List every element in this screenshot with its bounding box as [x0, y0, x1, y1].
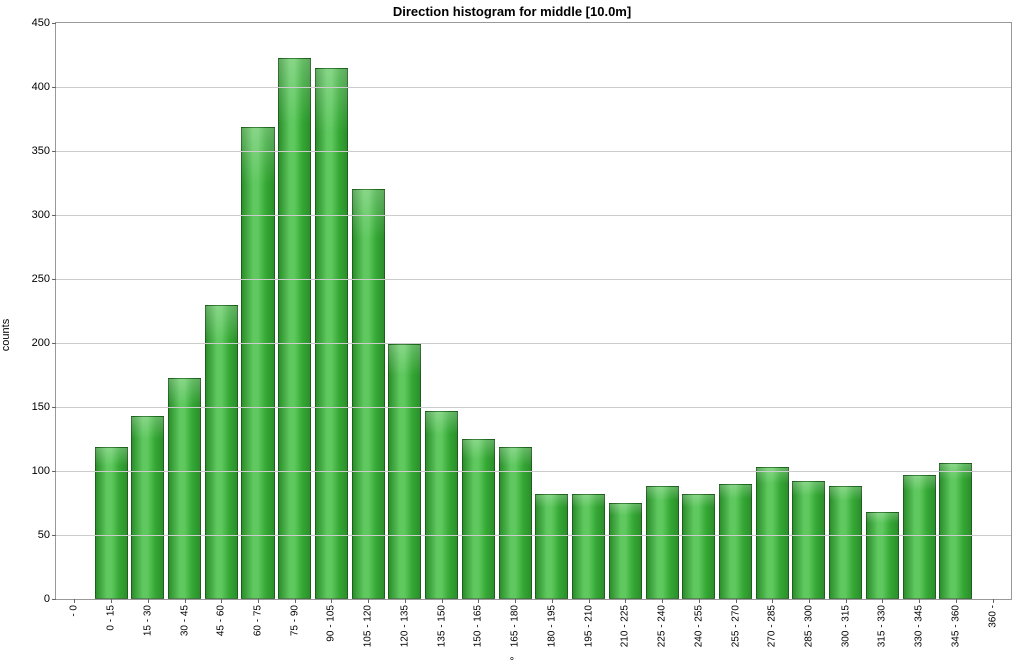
- x-tick-label: 210 - 225: [620, 605, 631, 647]
- x-tick-label: 60 - 75: [253, 605, 264, 636]
- x-tick-label: 135 - 150: [436, 605, 447, 647]
- bar: [535, 494, 568, 599]
- x-tick-mark: [74, 599, 75, 603]
- plot-area: 050100150200250300350400450 - 00 - 1515 …: [55, 22, 1012, 600]
- x-tick-mark: [699, 599, 700, 603]
- x-tick-mark: [221, 599, 222, 603]
- x-tick-label: 15 - 30: [142, 605, 153, 636]
- x-tick-label: 240 - 255: [693, 605, 704, 647]
- x-tick-label: 225 - 240: [657, 605, 668, 647]
- x-tick-mark: [552, 599, 553, 603]
- x-tick-label: 360 -: [987, 605, 998, 628]
- bar: [646, 486, 679, 599]
- x-tick-label: 75 - 90: [289, 605, 300, 636]
- x-tick-mark: [295, 599, 296, 603]
- x-tick-label: 180 - 195: [546, 605, 557, 647]
- x-tick-mark: [515, 599, 516, 603]
- bar: [168, 378, 201, 599]
- x-tick-mark: [405, 599, 406, 603]
- bar: [278, 58, 311, 599]
- x-tick-mark: [993, 599, 994, 603]
- bar: [352, 189, 385, 599]
- x-tick-label: 270 - 285: [767, 605, 778, 647]
- x-tick-mark: [662, 599, 663, 603]
- y-tick-mark: [52, 343, 56, 344]
- grid-line: [56, 215, 1011, 216]
- grid-line: [56, 535, 1011, 536]
- x-tick-mark: [258, 599, 259, 603]
- bar: [609, 503, 642, 599]
- bar: [682, 494, 715, 599]
- x-tick-label: 195 - 210: [583, 605, 594, 647]
- bar: [95, 447, 128, 599]
- grid-line: [56, 343, 1011, 344]
- x-tick-mark: [809, 599, 810, 603]
- x-axis-label: °: [0, 656, 1024, 668]
- bar: [939, 463, 972, 599]
- x-tick-label: 45 - 60: [216, 605, 227, 636]
- x-tick-mark: [331, 599, 332, 603]
- bar: [792, 481, 825, 599]
- bar: [425, 411, 458, 599]
- x-tick-label: 30 - 45: [179, 605, 190, 636]
- x-tick-mark: [882, 599, 883, 603]
- y-tick-mark: [52, 87, 56, 88]
- bar: [241, 127, 274, 599]
- bar: [903, 475, 936, 599]
- x-tick-label: 0 - 15: [106, 605, 117, 631]
- x-tick-label: 105 - 120: [363, 605, 374, 647]
- y-tick-mark: [52, 535, 56, 536]
- x-tick-label: 150 - 165: [473, 605, 484, 647]
- bar: [462, 439, 495, 599]
- x-tick-mark: [185, 599, 186, 603]
- bar: [499, 447, 532, 599]
- x-tick-label: - 0: [69, 605, 80, 617]
- bar: [829, 486, 862, 599]
- x-tick-label: 345 - 360: [950, 605, 961, 647]
- y-tick-mark: [52, 23, 56, 24]
- y-tick-mark: [52, 279, 56, 280]
- x-tick-label: 255 - 270: [730, 605, 741, 647]
- x-tick-label: 330 - 345: [914, 605, 925, 647]
- bars-layer: [56, 23, 1011, 599]
- x-tick-label: 120 - 135: [399, 605, 410, 647]
- bar: [756, 467, 789, 599]
- y-tick-mark: [52, 407, 56, 408]
- y-tick-mark: [52, 215, 56, 216]
- bar: [315, 68, 348, 599]
- bar: [866, 512, 899, 599]
- x-tick-mark: [478, 599, 479, 603]
- bar: [205, 305, 238, 599]
- histogram-chart: Direction histogram for middle [10.0m] c…: [0, 0, 1024, 670]
- x-tick-label: 300 - 315: [840, 605, 851, 647]
- grid-line: [56, 407, 1011, 408]
- x-tick-mark: [736, 599, 737, 603]
- x-tick-mark: [919, 599, 920, 603]
- x-tick-mark: [111, 599, 112, 603]
- x-tick-mark: [846, 599, 847, 603]
- bar: [131, 416, 164, 599]
- bar: [719, 484, 752, 599]
- y-tick-mark: [52, 471, 56, 472]
- x-tick-mark: [148, 599, 149, 603]
- x-tick-mark: [625, 599, 626, 603]
- bar: [572, 494, 605, 599]
- x-tick-mark: [956, 599, 957, 603]
- grid-line: [56, 279, 1011, 280]
- grid-line: [56, 151, 1011, 152]
- x-tick-label: 165 - 180: [510, 605, 521, 647]
- grid-line: [56, 87, 1011, 88]
- x-tick-mark: [442, 599, 443, 603]
- x-tick-mark: [589, 599, 590, 603]
- y-tick-mark: [52, 151, 56, 152]
- x-tick-label: 315 - 330: [877, 605, 888, 647]
- y-axis-label: counts: [0, 319, 12, 351]
- x-tick-mark: [368, 599, 369, 603]
- grid-line: [56, 471, 1011, 472]
- y-tick-mark: [52, 599, 56, 600]
- x-tick-mark: [772, 599, 773, 603]
- x-tick-label: 90 - 105: [326, 605, 337, 642]
- chart-title: Direction histogram for middle [10.0m]: [0, 4, 1024, 19]
- x-tick-label: 285 - 300: [803, 605, 814, 647]
